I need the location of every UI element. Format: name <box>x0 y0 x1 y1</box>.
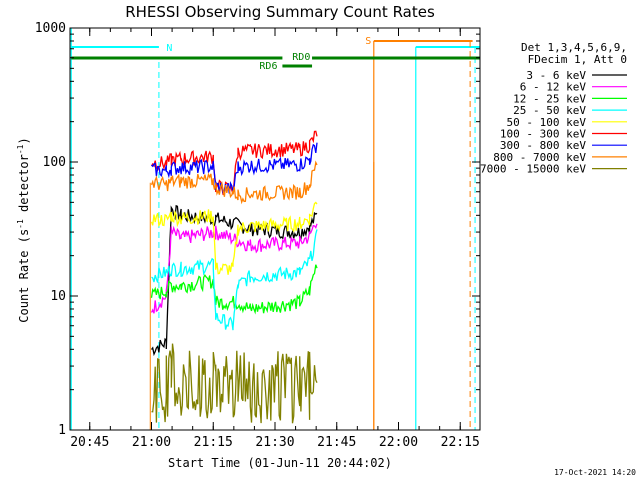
series-line-0 <box>150 204 318 357</box>
x-axis-label: Start Time (01-Jun-11 20:44:02) <box>168 456 392 470</box>
series-line-3 <box>151 229 318 331</box>
legend-label-2: 12 - 25 keV <box>513 92 586 105</box>
saa-label: S <box>365 36 371 47</box>
series-line-8 <box>151 343 318 424</box>
legend-label-3: 25 - 50 keV <box>513 104 586 117</box>
axis-ticks: 20:45 21:00 21:15 21:30 21:45 22:00 22:15 1 10 10… <box>35 21 480 450</box>
x-tick-label-2: 21:15 <box>194 435 233 450</box>
legend: Det 1,3,4,5,6,9, FDecim 1, Att 0 3 - 6 k… <box>480 41 627 176</box>
series-line-4 <box>150 201 318 275</box>
night-label: N <box>166 43 172 54</box>
x-tick-label-1: 21:00 <box>132 435 171 450</box>
footer-timestamp: 17-Oct-2021 14:20 <box>554 468 636 477</box>
x-tick-label-6: 22:15 <box>441 435 480 450</box>
plot-area: N S RD0 RD6 <box>70 28 480 430</box>
series-line-2 <box>150 264 318 315</box>
x-tick-label-5: 22:00 <box>379 435 418 450</box>
series-line-7 <box>150 160 318 205</box>
y-tick-label-3: 1000 <box>35 21 66 36</box>
x-tick-label-3: 21:30 <box>255 435 294 450</box>
legend-label-7: 800 - 7000 keV <box>493 151 586 164</box>
chart-title: RHESSI Observing Summary Count Rates <box>125 3 435 21</box>
legend-label-4: 50 - 100 keV <box>507 116 587 129</box>
legend-label-8: 7000 - 15000 keV <box>480 163 586 176</box>
legend-header-2: FDecim 1, Att 0 <box>528 53 627 66</box>
y-tick-label-1: 10 <box>50 289 66 304</box>
x-tick-label-0: 20:45 <box>70 435 109 450</box>
legend-header-1: Det 1,3,4,5,6,9, <box>521 41 627 54</box>
series-line-6 <box>151 142 318 194</box>
legend-label-0: 3 - 6 keV <box>526 69 586 82</box>
rd0-label: RD0 <box>292 52 310 63</box>
x-tick-label-4: 21:45 <box>317 435 356 450</box>
y-tick-label-0: 1 <box>58 423 66 438</box>
y-tick-label-2: 100 <box>43 155 66 170</box>
rd6-label: RD6 <box>259 61 277 72</box>
y-axis-label: Count Rate (s-1 detector-1) <box>16 137 31 322</box>
legend-label-1: 6 - 12 keV <box>520 81 587 94</box>
series-line-1 <box>150 223 318 314</box>
legend-label-6: 300 - 800 keV <box>500 139 586 152</box>
legend-label-5: 100 - 300 keV <box>500 128 586 141</box>
